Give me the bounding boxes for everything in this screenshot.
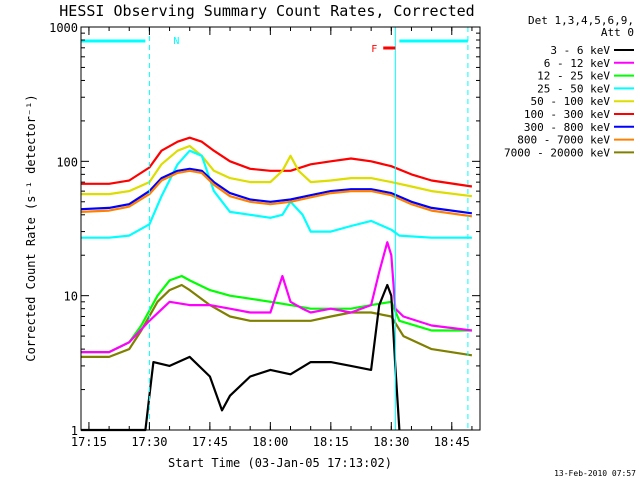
x-axis-label: Start Time (03-Jan-05 17:13:02) bbox=[168, 456, 392, 470]
y-tick-label: 100 bbox=[56, 155, 78, 169]
series-line-50-100-kev bbox=[80, 144, 473, 198]
series-line-12-25-kev bbox=[80, 274, 472, 354]
night-label: N bbox=[173, 36, 179, 47]
legend-entry-label-100-300-kev: 100 - 300 keV bbox=[524, 108, 610, 121]
x-tick-label: 17:15 bbox=[71, 435, 107, 449]
y-tick-label: 10 bbox=[64, 290, 78, 304]
series-line-800-7000-kev bbox=[80, 169, 473, 218]
x-tick-label: 18:45 bbox=[434, 435, 470, 449]
series-line-25-50-kev bbox=[80, 149, 472, 239]
chart-title: HESSI Observing Summary Count Rates, Cor… bbox=[59, 2, 474, 20]
series-layer bbox=[80, 136, 473, 432]
x-tick-label: 18:15 bbox=[313, 435, 349, 449]
x-tick-label: 17:30 bbox=[131, 435, 167, 449]
flare-label: F bbox=[371, 44, 377, 55]
series-line-300-800-kev bbox=[80, 167, 473, 215]
x-tick-label: 18:00 bbox=[252, 435, 288, 449]
axis-layer: 17:15 17:30 17:45 18:00 18:15 18:30 18:45 1 10 10… bbox=[49, 21, 480, 449]
footer-date-stamp: 13-Feb-2010 07:57 bbox=[554, 469, 636, 478]
series-line-7000-20000-kev bbox=[80, 283, 473, 358]
series-line-3-6-kev bbox=[80, 283, 401, 432]
x-tick-label: 18:30 bbox=[373, 435, 409, 449]
legend-entry-label-25-50-kev: 25 - 50 keV bbox=[537, 82, 610, 95]
legend-entry-label-50-100-kev: 50 - 100 keV bbox=[531, 95, 611, 108]
y-tick-label: 1000 bbox=[49, 21, 78, 35]
plot-frame bbox=[80, 26, 481, 431]
x-tick-label: 17:45 bbox=[192, 435, 228, 449]
legend-header-line-1: Det 1,3,4,5,6,9, bbox=[528, 14, 634, 27]
legend-entry-label-12-25-kev: 12 - 25 keV bbox=[537, 70, 610, 83]
legend-entry-label-3-6-kev: 3 - 6 keV bbox=[550, 44, 610, 57]
y-axis-label: Corrected Count Rate (s⁻¹ detector⁻¹) bbox=[24, 94, 38, 361]
series-line-6-12-kev bbox=[80, 241, 473, 354]
legend-entry-label-800-7000-kev: 800 - 7000 keV bbox=[517, 134, 610, 147]
series-line-100-300-kev bbox=[80, 136, 473, 188]
legend-entry-label-300-800-kev: 300 - 800 keV bbox=[524, 121, 610, 134]
legend-entry-label-7000-20000-kev: 7000 - 20000 keV bbox=[504, 146, 610, 159]
legend-entry-label-6-12-kev: 6 - 12 keV bbox=[544, 57, 611, 70]
annotation-layer: NF bbox=[81, 27, 469, 430]
legend-header-line-2: Att 0 bbox=[601, 26, 634, 39]
y-tick-label: 1 bbox=[71, 424, 78, 438]
